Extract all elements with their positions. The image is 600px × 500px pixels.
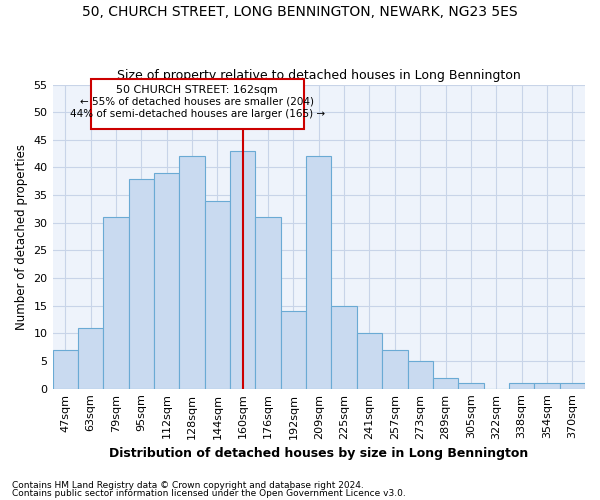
Bar	[230, 151, 256, 388]
Bar	[53, 350, 78, 389]
Bar	[407, 361, 433, 388]
Text: Contains HM Land Registry data © Crown copyright and database right 2024.: Contains HM Land Registry data © Crown c…	[12, 481, 364, 490]
Text: 50 CHURCH STREET: 162sqm: 50 CHURCH STREET: 162sqm	[116, 84, 278, 94]
Bar	[154, 173, 179, 388]
Bar	[509, 383, 534, 388]
Bar	[256, 218, 281, 388]
Bar	[306, 156, 331, 388]
Bar	[382, 350, 407, 389]
Bar	[205, 200, 230, 388]
Bar	[281, 312, 306, 388]
Bar	[103, 218, 128, 388]
Y-axis label: Number of detached properties: Number of detached properties	[15, 144, 28, 330]
Text: Contains public sector information licensed under the Open Government Licence v3: Contains public sector information licen…	[12, 488, 406, 498]
Title: Size of property relative to detached houses in Long Bennington: Size of property relative to detached ho…	[117, 69, 521, 82]
Bar	[179, 156, 205, 388]
Bar	[91, 79, 304, 129]
Bar	[560, 383, 585, 388]
Bar	[128, 178, 154, 388]
Bar	[534, 383, 560, 388]
X-axis label: Distribution of detached houses by size in Long Bennington: Distribution of detached houses by size …	[109, 447, 529, 460]
Text: 44% of semi-detached houses are larger (165) →: 44% of semi-detached houses are larger (…	[70, 110, 325, 120]
Bar	[78, 328, 103, 388]
Text: ← 55% of detached houses are smaller (204): ← 55% of detached houses are smaller (20…	[80, 96, 314, 106]
Bar	[357, 334, 382, 388]
Text: 50, CHURCH STREET, LONG BENNINGTON, NEWARK, NG23 5ES: 50, CHURCH STREET, LONG BENNINGTON, NEWA…	[82, 5, 518, 19]
Bar	[458, 383, 484, 388]
Bar	[433, 378, 458, 388]
Bar	[331, 306, 357, 388]
